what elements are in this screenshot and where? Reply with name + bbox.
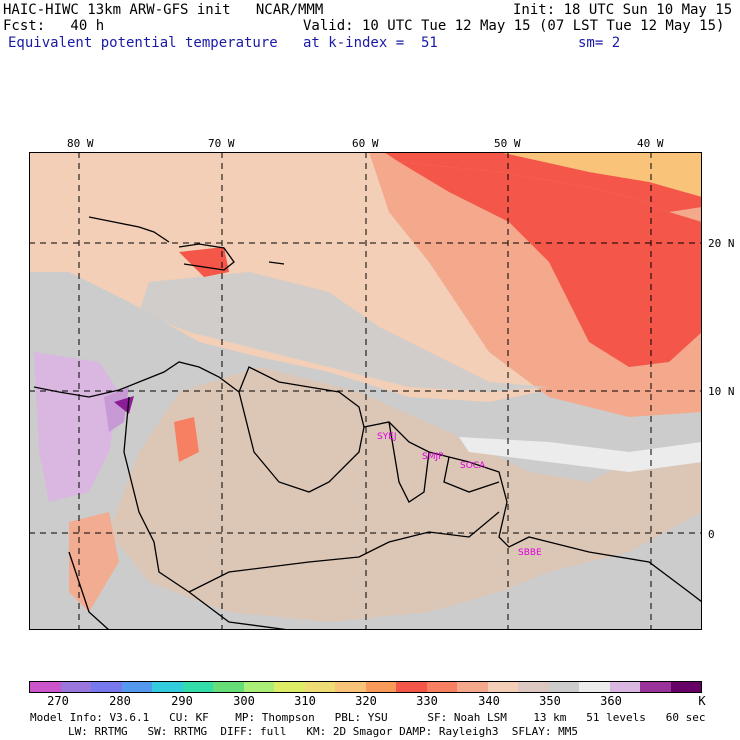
colorbar-swatch-8 <box>274 682 305 692</box>
border-brazil <box>188 511 500 593</box>
model-info-line2: LW: RRTMG SW: RRTMG DIFF: full KM: 2D Sm… <box>68 725 578 738</box>
valid-time: Valid: 10 UTC Tue 12 May 15 (07 LST Tue … <box>303 18 725 34</box>
theta-e-band-lavender-dark <box>104 387 129 432</box>
coast-puerto-rico <box>268 261 285 265</box>
colorbar-swatch-4 <box>152 682 183 692</box>
coast-cuba <box>88 216 170 243</box>
lat-label-20n: 20 N <box>708 237 735 250</box>
colorbar-swatch-18 <box>579 682 610 692</box>
colorbar-label-300: 300 <box>233 694 255 708</box>
colorbar-swatch-9 <box>304 682 335 692</box>
colorbar-swatch-12 <box>396 682 427 692</box>
lon-label-80w: 80 W <box>67 137 94 150</box>
colorbar-swatch-20 <box>640 682 671 692</box>
coast-brazil <box>548 541 702 603</box>
colorbar-swatch-1 <box>60 682 91 692</box>
lon-label-70w: 70 W <box>208 137 235 150</box>
theta-e-band-white <box>459 437 702 472</box>
colorbar-swatch-10 <box>335 682 366 692</box>
colorbar-label-280: 280 <box>109 694 131 708</box>
colorbar-swatch-15 <box>487 682 518 692</box>
colorbar-swatch-6 <box>213 682 244 692</box>
lon-label-60w: 60 W <box>352 137 379 150</box>
colorbar-label-360: 360 <box>600 694 622 708</box>
station-syej: SYEJ <box>377 432 397 442</box>
colorbar-swatch-5 <box>182 682 213 692</box>
colorbar-label-350: 350 <box>539 694 561 708</box>
theta-e-band-lavender <box>34 352 119 502</box>
lat-label-0: 0 <box>708 528 715 541</box>
border-guyana <box>388 421 430 503</box>
colorbar-label-unit: K <box>698 694 706 708</box>
colorbar-swatch-13 <box>426 682 457 692</box>
colorbar-swatch-16 <box>518 682 549 692</box>
smoothing-info: sm= 2 <box>578 35 621 51</box>
coast-south-america <box>33 361 550 548</box>
model-title: HAIC-HIWC 13km ARW-GFS init NCAR/MMM <box>3 2 324 18</box>
colorbar-swatch-0 <box>30 682 61 692</box>
station-soca: SOCA <box>460 461 486 471</box>
model-info-line1: Model Info: V3.6.1 CU: KF MP: Thompson P… <box>30 711 706 724</box>
colorbar-swatch-14 <box>457 682 488 692</box>
map-frame <box>29 152 702 630</box>
theta-e-band-salmon-south <box>69 512 119 612</box>
lon-label-40w: 40 W <box>637 137 664 150</box>
lon-label-50w: 50 W <box>494 137 521 150</box>
colorbar-swatch-11 <box>365 682 396 692</box>
station-labels: SYEJ SMJP SOCA SBBE <box>377 432 542 558</box>
colorbar-label-290: 290 <box>171 694 193 708</box>
colorbar-swatch-3 <box>121 682 152 692</box>
colorbar-swatch-7 <box>243 682 274 692</box>
theta-e-band-red-colombia <box>174 417 199 462</box>
coastlines <box>33 216 702 630</box>
theta-e-band-grey-ocean <box>139 272 549 392</box>
theta-e-map: SYEJ SMJP SOCA SBBE <box>29 152 702 630</box>
station-sbbe: SBBE <box>518 548 542 558</box>
colorbar-swatch-21 <box>670 682 701 692</box>
level-info: at k-index = 51 <box>303 35 438 51</box>
colorbar-label-270: 270 <box>47 694 69 708</box>
init-time: Init: 18 UTC Sun 10 May 15 <box>513 2 733 18</box>
station-smjp: SMJP <box>422 452 444 462</box>
coast-ecuador <box>68 551 110 630</box>
colorbar-swatch-17 <box>548 682 579 692</box>
border-suriname <box>443 456 500 493</box>
colorbar-label-330: 330 <box>416 694 438 708</box>
colorbar-label-340: 340 <box>478 694 500 708</box>
border-venezuela <box>238 391 365 493</box>
grid-lines <box>29 152 702 630</box>
theta-e-band-red-core <box>399 162 702 367</box>
field-name: Equivalent potential temperature <box>8 35 278 51</box>
coast-hispaniola <box>178 243 235 271</box>
colorbar <box>29 681 702 693</box>
colorbar-label-320: 320 <box>355 694 377 708</box>
colorbar-swatch-2 <box>91 682 122 692</box>
colorbar-label-310: 310 <box>294 694 316 708</box>
colorbar-swatch-19 <box>609 682 640 692</box>
forecast-hour: Fcst: 40 h <box>3 18 105 34</box>
lat-label-10n: 10 N <box>708 385 735 398</box>
